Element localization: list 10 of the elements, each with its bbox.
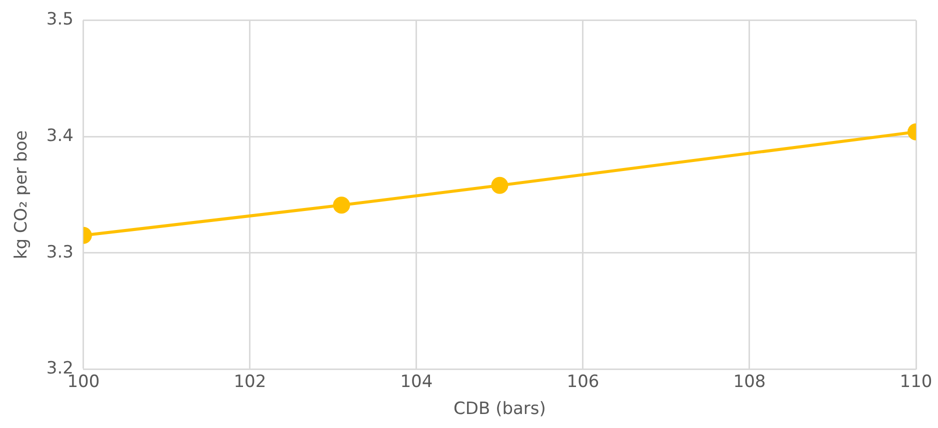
x-tick-label: 106	[566, 372, 600, 392]
y-tick-label: 3.3	[46, 242, 74, 262]
x-axis-title: CDB (bars)	[454, 399, 546, 420]
x-tick-label: 108	[733, 372, 766, 392]
y-tick-label: 3.5	[46, 10, 74, 30]
y-tick-label: 3.4	[46, 126, 74, 146]
x-tick-label: 110	[900, 372, 932, 392]
y-axis-title: kg CO₂ per boe	[12, 130, 32, 260]
x-tick-label: 104	[400, 372, 433, 392]
x-tick-label: 102	[234, 372, 266, 392]
